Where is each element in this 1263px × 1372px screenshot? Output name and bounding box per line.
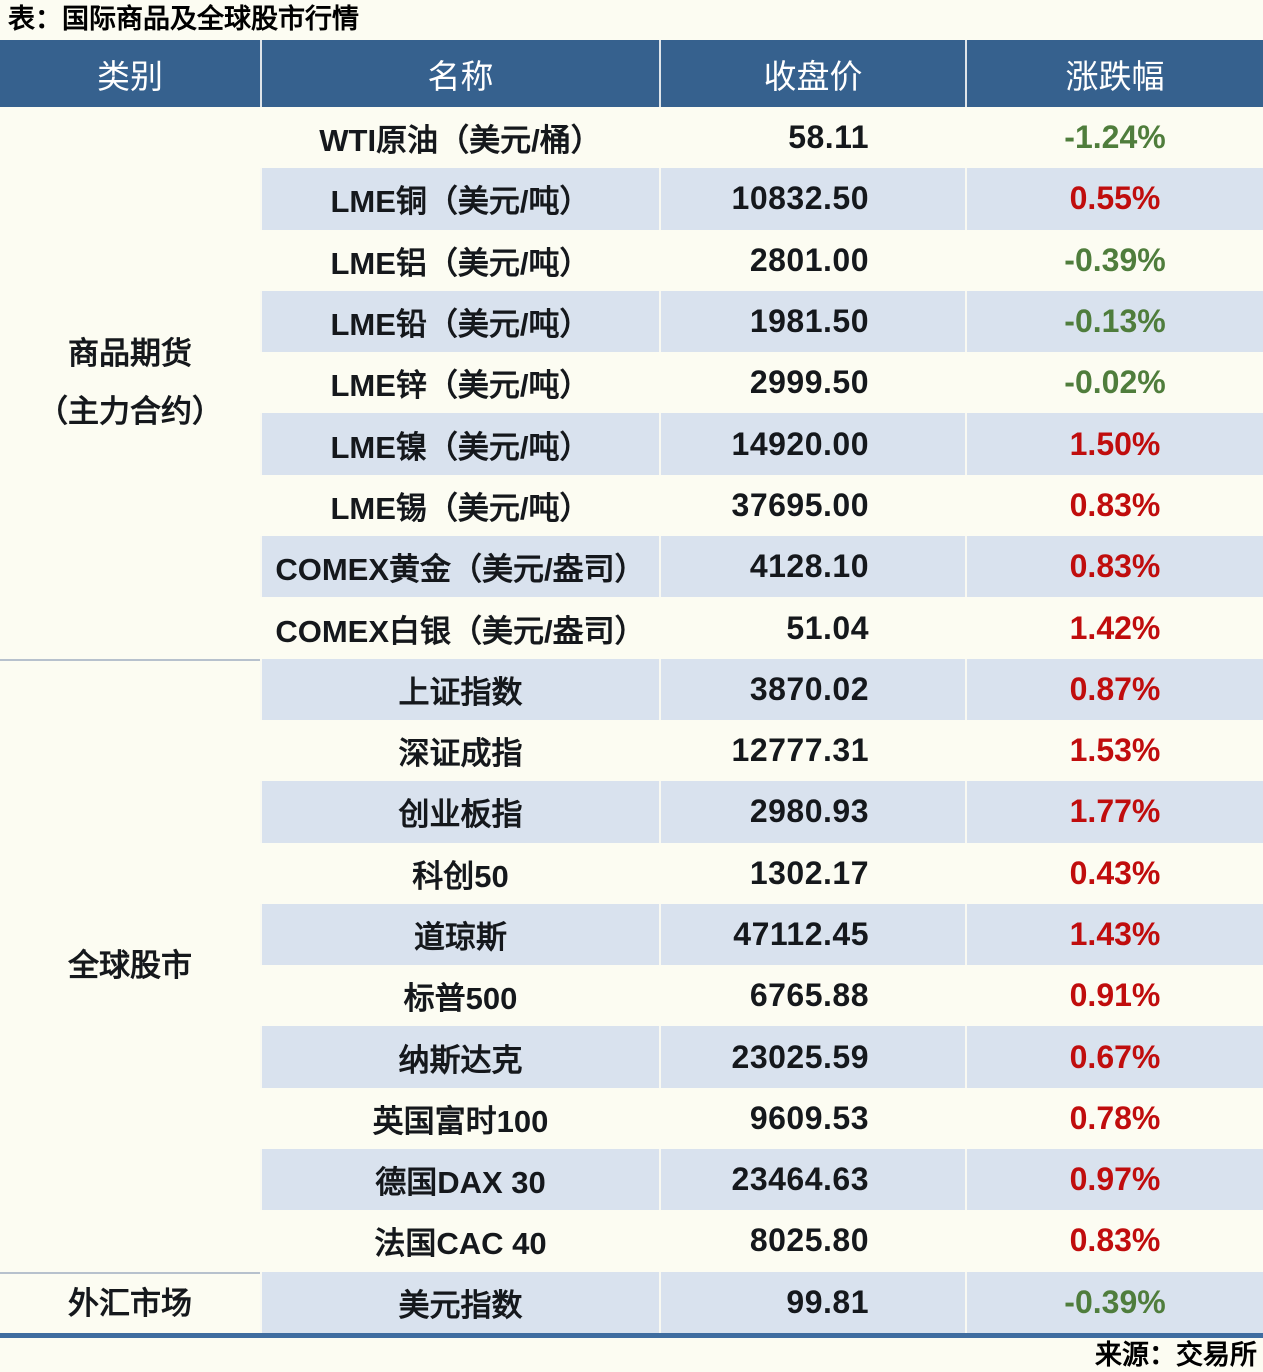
close-price-cell: 8025.80: [659, 1210, 965, 1272]
market-table: 类别 名称 收盘价 涨跌幅商品期货 （主力合约） WTI原油（美元/桶） 58.11 -1.2…: [0, 40, 1263, 1333]
instrument-name-cell: 纳斯达克: [260, 1026, 659, 1088]
instrument-name-cell: LME锡（美元/吨）: [260, 474, 659, 537]
close-price-cell: 6765.88: [659, 965, 965, 1027]
instrument-name-cell: 法国CAC 40: [260, 1210, 659, 1272]
instrument-name-cell: 美元指数: [260, 1271, 659, 1333]
close-price-cell: 3870.02: [659, 658, 965, 720]
change-percent-cell: 0.87%: [965, 658, 1263, 720]
close-price-cell: 10832.50: [659, 168, 965, 230]
table-bottom-rule: [0, 1332, 1263, 1338]
close-price-cell: 14920.00: [659, 413, 965, 475]
close-price-cell: 12777.31: [659, 719, 965, 782]
instrument-name-cell: COMEX白银（美元/盎司）: [260, 597, 659, 659]
category-label-line: 外汇市场: [68, 1285, 192, 1321]
change-percent-cell: 0.55%: [965, 168, 1263, 230]
change-percent-cell: -0.39%: [965, 1271, 1263, 1333]
close-price-cell: 51.04: [659, 597, 965, 659]
instrument-name-cell: LME镍（美元/吨）: [260, 413, 659, 475]
change-percent-cell: 1.50%: [965, 413, 1263, 475]
category-label-line: （主力合约）: [37, 393, 223, 429]
instrument-name-cell: WTI原油（美元/桶）: [260, 107, 659, 169]
source-note: 来源：交易所: [1095, 1339, 1257, 1370]
change-percent-cell: 0.97%: [965, 1149, 1263, 1211]
change-percent-cell: 1.77%: [965, 781, 1263, 843]
instrument-name-cell: COMEX黄金（美元/盎司）: [260, 536, 659, 598]
change-percent-cell: 0.78%: [965, 1087, 1263, 1150]
change-percent-cell: 0.83%: [965, 474, 1263, 537]
instrument-name-cell: 创业板指: [260, 781, 659, 843]
close-price-cell: 23464.63: [659, 1149, 965, 1211]
column-header-2: 收盘价: [659, 40, 965, 107]
instrument-name-cell: LME铝（美元/吨）: [260, 229, 659, 291]
instrument-name-cell: LME铅（美元/吨）: [260, 290, 659, 353]
change-percent-cell: 1.43%: [965, 903, 1263, 966]
close-price-cell: 37695.00: [659, 474, 965, 537]
close-price-cell: 99.81: [659, 1271, 965, 1333]
category-cell: 全球股市: [0, 658, 260, 1272]
close-price-cell: 23025.59: [659, 1026, 965, 1088]
instrument-name-cell: 英国富时100: [260, 1087, 659, 1150]
close-price-cell: 9609.53: [659, 1087, 965, 1150]
instrument-name-cell: 深证成指: [260, 719, 659, 782]
change-percent-cell: -1.24%: [965, 107, 1263, 169]
close-price-cell: 1981.50: [659, 290, 965, 353]
change-percent-cell: 0.67%: [965, 1026, 1263, 1088]
change-percent-cell: -0.02%: [965, 352, 1263, 414]
close-price-cell: 1302.17: [659, 842, 965, 904]
category-cell: 外汇市场: [0, 1271, 260, 1333]
change-percent-cell: -0.39%: [965, 229, 1263, 291]
category-label-line: 商品期货: [68, 336, 192, 372]
page-title: 表：国际商品及全球股市行情: [8, 4, 359, 34]
instrument-name-cell: LME铜（美元/吨）: [260, 168, 659, 230]
change-percent-cell: 1.53%: [965, 719, 1263, 782]
change-percent-cell: 0.91%: [965, 965, 1263, 1027]
change-percent-cell: 0.83%: [965, 536, 1263, 598]
instrument-name-cell: 标普500: [260, 965, 659, 1027]
close-price-cell: 2801.00: [659, 229, 965, 291]
column-header-0: 类别: [0, 40, 260, 107]
category-label-line: 全球股市: [68, 948, 192, 984]
change-percent-cell: 0.43%: [965, 842, 1263, 904]
instrument-name-cell: 道琼斯: [260, 903, 659, 966]
instrument-name-cell: 科创50: [260, 842, 659, 904]
column-header-3: 涨跌幅: [965, 40, 1263, 107]
close-price-cell: 2980.93: [659, 781, 965, 843]
change-percent-cell: 1.42%: [965, 597, 1263, 659]
close-price-cell: 47112.45: [659, 903, 965, 966]
change-percent-cell: -0.13%: [965, 290, 1263, 353]
close-price-cell: 2999.50: [659, 352, 965, 414]
instrument-name-cell: LME锌（美元/吨）: [260, 352, 659, 414]
close-price-cell: 4128.10: [659, 536, 965, 598]
change-percent-cell: 0.83%: [965, 1210, 1263, 1272]
column-header-1: 名称: [260, 40, 659, 107]
instrument-name-cell: 上证指数: [260, 658, 659, 720]
close-price-cell: 58.11: [659, 107, 965, 169]
instrument-name-cell: 德国DAX 30: [260, 1149, 659, 1211]
category-cell: 商品期货 （主力合约）: [0, 107, 260, 659]
